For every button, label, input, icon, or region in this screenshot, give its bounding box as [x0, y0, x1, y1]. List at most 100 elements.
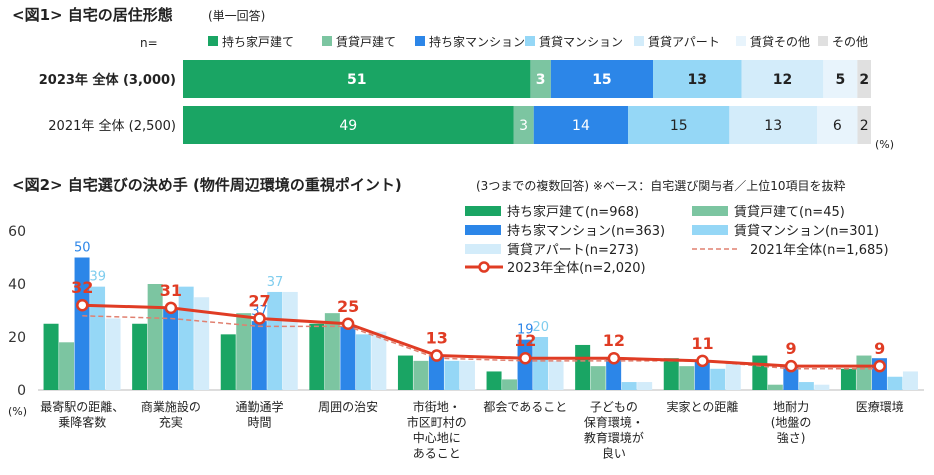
- figure1-row-label: 2021年 全体 (2,500): [48, 118, 176, 134]
- figure1-segment: [857, 60, 871, 98]
- figure2-bar: [621, 382, 637, 390]
- figure2-legend-label: 賃貸マンション(n=301): [734, 223, 879, 239]
- figure2-line-marker: [873, 359, 886, 373]
- figure1-row-label: 2023年 全体 (3,000): [39, 72, 176, 88]
- figure2-bar: [590, 366, 606, 390]
- figure2-bar: [798, 382, 814, 390]
- figure1-legend-swatch: [208, 36, 218, 46]
- figure2-bar: [459, 360, 475, 390]
- figure2-legend-label: 2023年全体(n=2,020): [507, 260, 646, 276]
- figure2-category-label: 中心地に: [413, 430, 461, 445]
- figure2-bar: [679, 366, 695, 390]
- figure2-category-label: 時間: [247, 416, 271, 430]
- figure1-legend-swatch: [634, 36, 644, 46]
- figure2-bar: [355, 334, 371, 390]
- figure2-legend-swatch: [465, 206, 501, 216]
- figure2-line-label: 31: [160, 281, 182, 300]
- figure2-bar: [397, 355, 413, 390]
- figure1-subtitle: (単一回答): [208, 8, 265, 23]
- figure1-segment-label: 6: [833, 118, 842, 134]
- figure2-bar: [74, 257, 90, 390]
- figure2-bar: [752, 355, 768, 390]
- figure2-bar: [606, 358, 622, 390]
- figure2-bar-label: 39: [90, 270, 107, 285]
- figure2-line-label: 32: [71, 278, 93, 297]
- figure2-bar: [163, 307, 179, 390]
- figure1-segment-label: 5: [835, 72, 845, 88]
- figure2-bar: [340, 326, 356, 390]
- figure2-category-label: 市区町村の: [407, 415, 467, 430]
- figure2-category-label: 医療環境: [856, 399, 904, 414]
- figure2-bar: [783, 366, 799, 390]
- figure2-category-label: (地盤の: [771, 416, 812, 430]
- figure2-line-marker: [341, 317, 355, 330]
- figure2-bar: [267, 291, 283, 390]
- figure1-legend-label: 持ち家戸建て: [222, 34, 294, 49]
- figure2-bar: [251, 321, 267, 390]
- figure2-bar: [840, 368, 856, 390]
- figure2-line-label: 9: [874, 339, 885, 358]
- figure2-category-label: 教育環境が: [584, 430, 644, 445]
- figure2-line-marker: [607, 351, 621, 365]
- figure2-bar: [887, 376, 903, 390]
- figure1-legend-label: 持ち家マンション: [429, 34, 525, 49]
- figure2-line-2023: [82, 303, 880, 368]
- figure2-bar: [178, 286, 194, 390]
- figure2-legend-swatch: [465, 225, 501, 235]
- figure2-bar: [517, 339, 533, 390]
- figure1-segment-label: 15: [592, 72, 611, 88]
- figure2-bar: [147, 284, 163, 390]
- figure2-category-label: 周囲の治安: [318, 399, 378, 414]
- figure1-segment-label: 13: [764, 118, 782, 134]
- figure2-line-label: 27: [248, 291, 270, 310]
- figure2-legend-marker: [478, 261, 490, 273]
- figure2-legend-swatch: [465, 244, 501, 254]
- figure1-segment: [817, 106, 858, 144]
- figure2-bar: [548, 360, 564, 390]
- figure2-bar-label: 50: [74, 241, 91, 256]
- figure2-ytick-label: 40: [8, 277, 26, 293]
- figure2-bar: [220, 334, 236, 390]
- figure2-category-label: 保育環境・: [584, 415, 644, 430]
- figure2-line-label: 12: [514, 331, 536, 350]
- figure2-bar-label: 19: [517, 323, 534, 338]
- figure1-segment: [857, 106, 871, 144]
- figure2-category-label: 最寄駅の距離、: [40, 399, 124, 414]
- figure1-segment: [628, 106, 730, 144]
- figure2-legend-label: 2021年全体(n=1,685): [750, 242, 889, 258]
- figure1-segment-label: 13: [688, 72, 707, 88]
- figure1-segment-label: 49: [339, 118, 357, 134]
- figure1-title: <図1> 自宅の居住形態: [12, 6, 173, 24]
- figure1-legend-label: その他: [832, 35, 868, 49]
- figure2-category-label: 実家との距離: [667, 399, 739, 414]
- figure1-segment-label: 2: [860, 118, 869, 134]
- figure2-bar: [637, 382, 653, 390]
- figure2-bar: [132, 323, 148, 390]
- figure1-segment-label: 3: [519, 118, 528, 134]
- figure2-line-marker: [784, 359, 798, 373]
- figure1-legend-swatch: [736, 36, 746, 46]
- figure2-title: <図2> 自宅選びの決め手 (物件周辺環境の重視ポイント): [12, 176, 402, 194]
- figure2-ytick-label: 0: [17, 383, 26, 399]
- figure2-category-label: 商業施設の: [141, 399, 201, 414]
- figure1-legend-label: 賃貸アパート: [648, 34, 720, 49]
- figure2-bar: [486, 371, 502, 390]
- figure1-legend-swatch: [525, 36, 535, 46]
- figure1-unit: (%): [875, 138, 894, 151]
- figure1-segment-label: 51: [347, 72, 366, 88]
- figure1-segment: [513, 106, 534, 144]
- figure1-segment: [741, 60, 824, 98]
- figure2-line-2021: [82, 315, 880, 370]
- figure1-segment: [533, 106, 629, 144]
- figure1-segment-label: 14: [572, 118, 590, 134]
- figure2-bar: [575, 344, 591, 390]
- figure1-legend-swatch: [818, 36, 828, 46]
- figure2-bar: [324, 313, 340, 390]
- figure2-ytick-label: 60: [8, 224, 26, 240]
- figure2-category-label: 通勤通学: [235, 399, 283, 414]
- figure1-segment: [653, 60, 742, 98]
- figure2-category-label: 都会であること: [483, 400, 567, 414]
- figure2-category-label: 子どもの: [590, 400, 638, 414]
- figure2-line-label: 25: [337, 297, 359, 316]
